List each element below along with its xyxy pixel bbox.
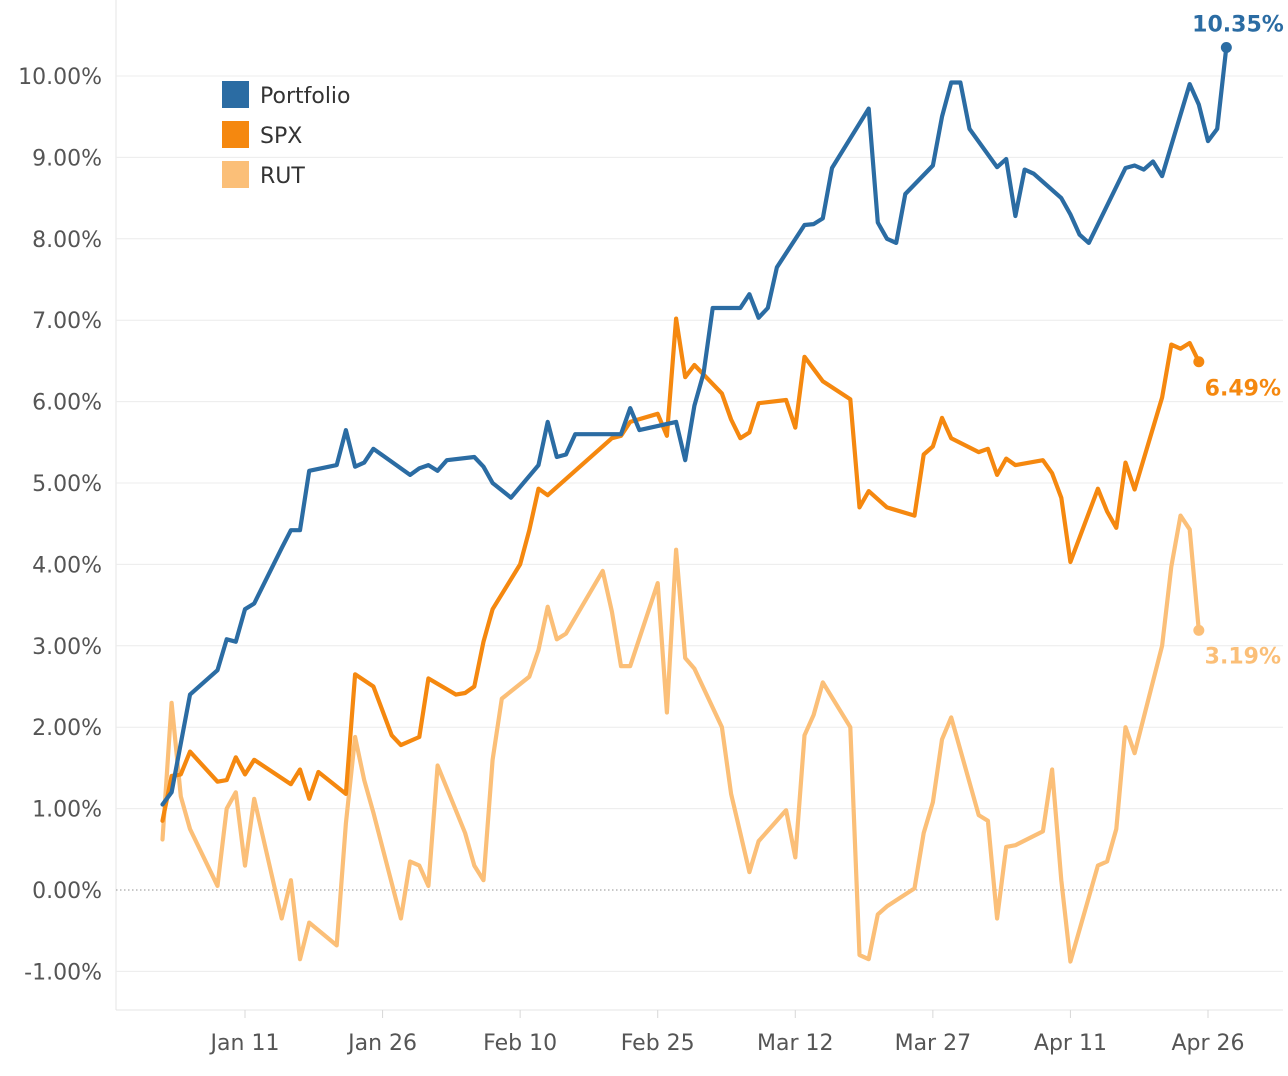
x-tick-label: Apr 26	[1171, 1031, 1244, 1056]
y-tick-label: 2.00%	[32, 716, 102, 741]
y-tick-label: 4.00%	[32, 553, 102, 578]
y-tick-label: 8.00%	[32, 228, 102, 253]
series-line-portfolio	[160, 45, 1229, 807]
end-label-rut: 3.19%	[1205, 644, 1281, 669]
y-tick-label: 1.00%	[32, 798, 102, 823]
end-label-portfolio: 10.35%	[1192, 13, 1284, 38]
legend-swatch-rut	[222, 161, 249, 188]
grid-lines	[116, 75, 1283, 972]
end-point-spx	[1193, 356, 1205, 368]
legend: Portfolio SPX RUT	[222, 81, 351, 189]
y-tick-label: -1.00%	[24, 960, 102, 985]
y-tick-label: 9.00%	[32, 146, 102, 171]
legend-swatch-spx	[222, 121, 249, 148]
legend-label-spx: SPX	[260, 124, 302, 149]
end-point-portfolio	[1220, 42, 1232, 54]
x-tick-label: Apr 11	[1034, 1031, 1107, 1056]
series-line-rut	[160, 513, 1201, 964]
y-tick-label: 5.00%	[32, 472, 102, 497]
series-line-spx	[160, 316, 1201, 823]
y-tick-label: 3.00%	[32, 635, 102, 660]
end-point-rut	[1193, 624, 1205, 636]
legend-label-portfolio: Portfolio	[260, 84, 351, 109]
x-axis-ticks: Jan 11 Jan 26 Feb 10 Feb 25 Mar 12 Mar 27 Apr …	[209, 1010, 1245, 1056]
legend-label-rut: RUT	[260, 164, 305, 189]
y-tick-label: 6.00%	[32, 391, 102, 416]
series-lines: 3.19% 6.49% 10.35%	[160, 13, 1284, 964]
y-axis-ticks: 10.00% 9.00% 8.00% 7.00% 6.00% 5.00% 4.00% 3.00…	[18, 65, 102, 985]
x-tick-label: Mar 27	[895, 1031, 972, 1056]
y-tick-label: 0.00%	[32, 879, 102, 904]
x-tick-label: Mar 12	[757, 1031, 834, 1056]
x-tick-label: Feb 10	[483, 1031, 557, 1056]
end-label-spx: 6.49%	[1205, 377, 1281, 402]
x-tick-label: Jan 11	[209, 1031, 280, 1056]
legend-swatch-portfolio	[222, 81, 249, 108]
x-tick-label: Jan 26	[346, 1031, 417, 1056]
y-tick-label: 7.00%	[32, 309, 102, 334]
x-tick-label: Feb 25	[621, 1031, 695, 1056]
y-tick-label: 10.00%	[18, 65, 102, 90]
